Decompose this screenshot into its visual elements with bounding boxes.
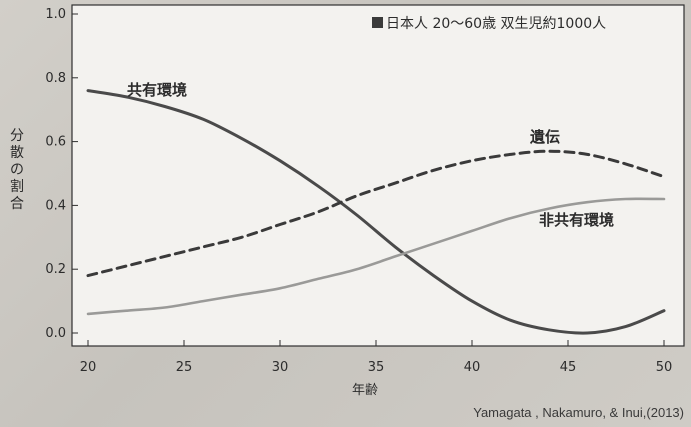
series-lines <box>86 89 666 335</box>
y-tick-label: 0.6 <box>45 135 66 150</box>
y-axis-label-char: 割 <box>10 178 24 195</box>
y-tick-label: 0.0 <box>45 326 66 341</box>
x-tick-label: 50 <box>656 360 673 375</box>
x-tick-label: 35 <box>368 360 385 375</box>
x-tick-label: 25 <box>176 360 193 375</box>
x-axis-label: 年齢 <box>352 383 378 398</box>
y-axis-ticks: 0.0 0.2 0.4 0.6 0.8 1.0 <box>45 7 78 341</box>
y-tick-label: 0.8 <box>45 71 66 86</box>
x-tick-label: 30 <box>272 360 289 375</box>
y-tick-label: 0.2 <box>45 262 66 277</box>
series-label-genetics: 遺伝 <box>529 128 560 146</box>
series-line-shared-environment <box>86 89 666 335</box>
x-tick-label: 20 <box>80 360 97 375</box>
y-axis-label-char: 散 <box>10 145 24 161</box>
chart-title: 日本人 20〜60歳 双生児約1000人 <box>386 16 606 32</box>
series-line-nonshared-environment <box>86 197 666 316</box>
series-label-nonshared-environment: 非共有環境 <box>539 211 614 229</box>
y-axis-label-char: 分 <box>10 128 24 144</box>
series-label-shared-environment: 共有環境 <box>127 81 187 99</box>
y-axis-label-char: 合 <box>10 196 24 212</box>
y-tick-label: 1.0 <box>45 7 66 22</box>
x-axis-ticks: 20 25 30 35 40 45 50 <box>80 340 673 375</box>
plot-frame <box>71 4 685 347</box>
legend-square <box>372 17 383 28</box>
citation: Yamagata , Nakamuro, & Inui,(2013) <box>473 405 684 420</box>
x-tick-label: 45 <box>560 360 577 375</box>
series-line-genetics <box>86 149 666 278</box>
y-tick-label: 0.4 <box>45 198 66 213</box>
y-axis-label-char: の <box>10 162 24 178</box>
x-tick-label: 40 <box>464 360 481 375</box>
